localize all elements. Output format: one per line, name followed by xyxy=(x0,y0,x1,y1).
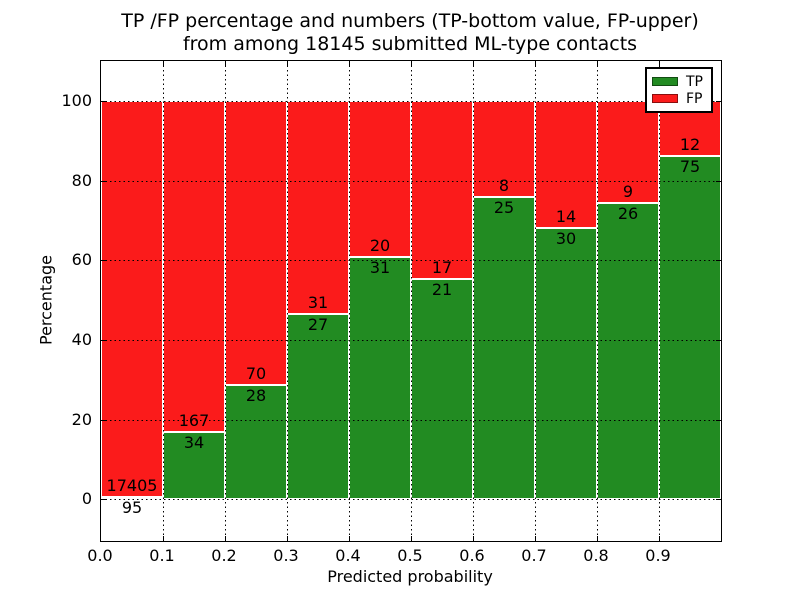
chart-title-line1: TP /FP percentage and numbers (TP-bottom… xyxy=(121,10,699,32)
x-tick-label: 0.7 xyxy=(521,546,547,565)
y-tick-label: 20 xyxy=(71,409,92,429)
bar-segment-fp xyxy=(225,100,287,386)
x-tick-label: 0.9 xyxy=(645,546,671,565)
bar-segment-fp xyxy=(411,100,473,280)
x-tick-label: 0.0 xyxy=(87,546,113,565)
legend: TP FP xyxy=(645,67,713,113)
plot-area: 17405 95 167 34 70 28 31 27 20 31 17 21 8 25 14 30 9 26 12… xyxy=(100,60,722,542)
legend-swatch-fp xyxy=(652,94,678,103)
legend-swatch-tp xyxy=(652,77,678,86)
x-tick-label: 0.1 xyxy=(149,546,175,565)
bar-segment-tp xyxy=(411,279,473,500)
bar-segment-tp xyxy=(225,385,287,500)
y-tick-label: 40 xyxy=(71,329,92,349)
bar-segment-tp xyxy=(287,313,349,500)
legend-row-tp: TP xyxy=(652,75,706,89)
y-tick-label: 0 xyxy=(81,489,92,509)
bar-segment-fp xyxy=(349,100,411,258)
chart-title: TP /FP percentage and numbers (TP-bottom… xyxy=(100,10,720,56)
legend-label: TP xyxy=(686,73,703,90)
bar-segment-tp xyxy=(349,257,411,500)
x-tick-label: 0.6 xyxy=(459,546,485,565)
legend-row-fp: FP xyxy=(652,92,706,106)
y-tick-label: 100 xyxy=(61,90,92,110)
bar-segment-tp xyxy=(163,431,225,500)
y-tick-label: 80 xyxy=(71,170,92,190)
x-axis-label: Predicted probability xyxy=(327,567,493,586)
bar-segment-fp xyxy=(535,100,597,228)
x-tick-label: 0.2 xyxy=(211,546,237,565)
legend-label: FP xyxy=(686,90,703,107)
bars-layer xyxy=(101,61,721,541)
x-tick-label: 0.3 xyxy=(273,546,299,565)
bar-segment-fp xyxy=(101,100,163,497)
chart-title-line2: from among 18145 submitted ML-type conta… xyxy=(182,33,638,55)
bar-segment-fp xyxy=(163,100,225,432)
x-tick-label: 0.4 xyxy=(335,546,361,565)
bar-segment-tp xyxy=(597,203,659,500)
x-tick-label: 0.5 xyxy=(397,546,423,565)
bar-segment-tp xyxy=(659,155,721,500)
y-axis-label: Percentage xyxy=(36,254,56,346)
y-tick-label: 60 xyxy=(71,250,92,270)
bar-segment-tp xyxy=(101,497,163,500)
bar-segment-tp xyxy=(473,197,535,500)
x-tick-label: 0.8 xyxy=(583,546,609,565)
bar-segment-tp xyxy=(535,227,597,500)
bar-segment-fp xyxy=(473,100,535,198)
bar-segment-fp xyxy=(597,100,659,204)
bar-segment-fp xyxy=(287,100,349,314)
